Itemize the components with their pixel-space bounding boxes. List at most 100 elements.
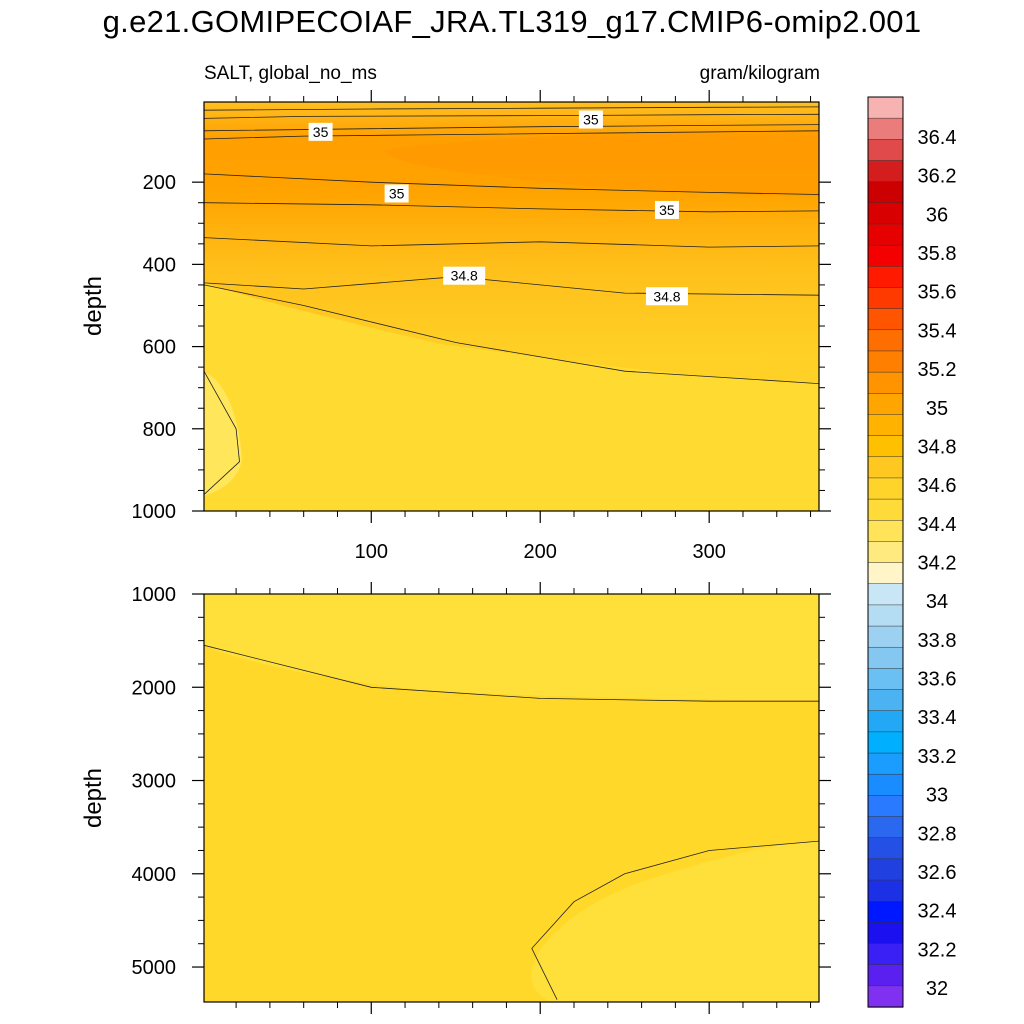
y-tick-label: 800	[143, 419, 176, 441]
contour-line	[531, 840, 819, 1000]
colorbar-swatch	[867, 371, 904, 394]
contour-line	[204, 130, 819, 140]
contour-label-bg	[645, 287, 688, 306]
contour-line	[204, 113, 819, 119]
upper-high-salinity-core	[382, 130, 819, 196]
colorbar-label: 35	[926, 398, 948, 420]
colorbar-swatch	[867, 668, 904, 691]
colorbar-swatch	[867, 498, 904, 521]
colorbar-swatch	[867, 350, 904, 373]
colorbar-label: 33.6	[918, 669, 957, 691]
colorbar-swatch	[867, 562, 904, 585]
colorbar-label: 33	[926, 785, 948, 807]
colorbar-swatch	[867, 795, 904, 818]
colorbar-label: 32.6	[918, 862, 957, 884]
contour-line	[204, 644, 819, 702]
y-tick-label: 2000	[132, 677, 177, 699]
y-tick-label: 400	[143, 254, 176, 276]
y-tick-label: 200	[143, 172, 176, 194]
y-tick-label: 1000	[132, 584, 177, 606]
contour-label: 34.8	[451, 268, 478, 284]
colorbar-swatch	[867, 837, 904, 860]
upper-plot-frame	[203, 101, 820, 512]
lower-upper-fresh-band	[204, 594, 819, 700]
colorbar-swatch	[867, 308, 904, 331]
colorbar-swatch	[867, 223, 904, 246]
colorbar-swatch	[867, 266, 904, 289]
colorbar-label: 32.8	[918, 823, 957, 845]
lower-bottom-fresh-region	[531, 840, 819, 1002]
chart-title: g.e21.GOMIPECOIAF_JRA.TL319_g17.CMIP6-om…	[102, 4, 922, 39]
colorbar-label: 32.2	[918, 939, 957, 961]
x-tick-label: 100	[355, 541, 388, 563]
colorbar-label: 32.4	[918, 901, 957, 923]
contour-label: 35	[389, 185, 405, 201]
colorbar-swatch	[867, 96, 904, 119]
contour-label: 35	[583, 111, 599, 127]
colorbar-swatch	[867, 773, 904, 797]
upper-y-axis-label: depth	[80, 276, 107, 336]
colorbar: 36.4 36.2 36 35.8 35.6 35.4 35.2 35 34.8 34.6 34.4…	[867, 96, 957, 1008]
contour-line	[204, 106, 819, 111]
colorbar-swatch	[867, 752, 904, 775]
colorbar-swatch	[867, 181, 904, 204]
colorbar-swatch	[867, 922, 904, 945]
colorbar-label: 33.8	[918, 630, 957, 652]
contour-line	[204, 202, 819, 213]
colorbar-label: 34.4	[918, 514, 957, 536]
colorbar-swatch	[867, 541, 904, 564]
variable-label: SALT, global_no_ms	[204, 63, 377, 84]
colorbar-label: 35.8	[918, 243, 957, 265]
colorbar-swatch	[867, 393, 904, 416]
colorbar-swatch	[867, 689, 904, 712]
colorbar-swatch	[867, 244, 904, 267]
colorbar-swatch	[867, 625, 904, 648]
colorbar-label: 34.2	[918, 553, 957, 575]
colorbar-label: 34.8	[918, 437, 957, 459]
y-tick-label: 600	[143, 337, 176, 359]
colorbar-label: 36	[926, 204, 948, 226]
contour-label: 34.8	[653, 288, 680, 304]
colorbar-swatch	[867, 710, 904, 733]
colorbar-swatch	[867, 202, 904, 225]
contour-line	[204, 237, 819, 248]
colorbar-swatch	[867, 117, 904, 140]
contour-label: 35	[659, 202, 675, 218]
x-tick-label: 300	[692, 541, 725, 563]
y-tick-label: 4000	[132, 864, 177, 886]
contour-label-bg	[384, 184, 409, 203]
contour-label-bg	[578, 110, 603, 129]
colorbar-label: 34	[926, 591, 948, 613]
colorbar-swatch	[867, 160, 904, 183]
colorbar-label: 35.2	[918, 359, 957, 381]
lower-plot-frame	[203, 593, 820, 1003]
colorbar-label: 35.6	[918, 282, 957, 304]
colorbar-label: 36.2	[918, 166, 957, 188]
colorbar-swatch	[867, 964, 904, 987]
colorbar-swatch	[867, 435, 904, 458]
colorbar-frame	[867, 96, 904, 1008]
x-tick-label: 200	[524, 541, 557, 563]
colorbar-swatch	[867, 879, 904, 902]
lower-y-axis-label: depth	[80, 768, 107, 828]
contour-label-bg	[654, 200, 679, 219]
upper-deep-fill	[204, 282, 819, 511]
colorbar-swatch	[867, 900, 904, 924]
colorbar-swatch	[867, 139, 904, 162]
contour-line	[204, 284, 819, 384]
y-tick-label: 5000	[132, 957, 177, 979]
contour-line	[204, 371, 240, 495]
contour-label: 35	[313, 124, 329, 140]
colorbar-swatch	[867, 731, 904, 754]
colorbar-swatch	[867, 414, 904, 437]
colorbar-swatch	[867, 858, 904, 881]
colorbar-swatch	[867, 329, 904, 352]
colorbar-swatch	[867, 520, 904, 543]
contour-line	[204, 173, 819, 195]
colorbar-swatch	[867, 477, 904, 500]
y-tick-label: 3000	[132, 771, 177, 793]
y-tick-label: 1000	[132, 501, 177, 523]
colorbar-label: 35.4	[918, 320, 957, 342]
colorbar-swatch	[867, 287, 904, 310]
